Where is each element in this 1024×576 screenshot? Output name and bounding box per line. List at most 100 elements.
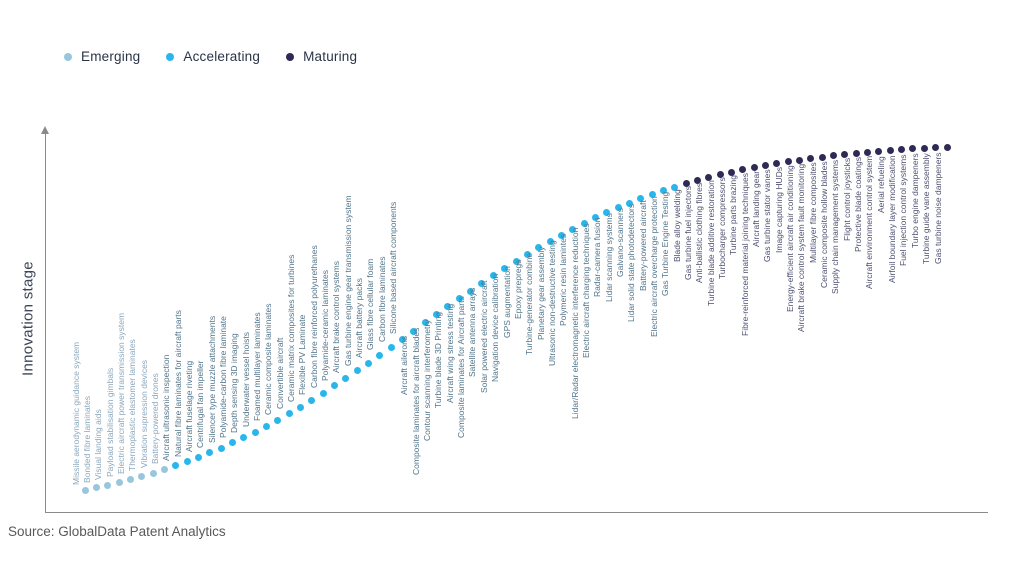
data-point-label: Turbine blade additive restoration [705, 180, 716, 306]
data-point [251, 428, 259, 436]
data-point [376, 351, 384, 359]
data-point-label: Protective blade coatings [853, 157, 864, 253]
legend-label: Maturing [303, 49, 358, 64]
data-point [705, 174, 713, 182]
data-point-label: Planetary gear assembly [535, 246, 546, 341]
data-point-label: Ceramic composite hollow blades [819, 161, 830, 288]
data-point-label: Turbine parts brazing [728, 174, 739, 255]
data-point-label: Polyamide-carbon fibre laminate [217, 316, 228, 438]
data-point-label: Underwater vessel hoists [240, 332, 251, 428]
data-point-label: Satellite antenna arrays [467, 288, 478, 378]
data-point-label: Aircraft fuselage riveting [183, 361, 194, 453]
data-point-label: Composite laminates for aircraft blades [410, 327, 421, 475]
data-point-label: Electric aircraft charging techniques [580, 223, 591, 358]
data-point [909, 145, 917, 153]
data-point [149, 469, 157, 477]
data-point [455, 295, 463, 303]
accelerating-dot-icon [166, 52, 175, 61]
data-point [126, 475, 134, 483]
data-point [739, 166, 747, 174]
legend-item-emerging: Emerging [64, 49, 140, 64]
y-axis [45, 134, 46, 512]
data-point-label: Centrifugal fan impeller [195, 360, 206, 448]
data-point [920, 144, 928, 152]
data-point [693, 177, 701, 185]
data-point [285, 410, 293, 418]
data-point-label: Flexible PV Laminate [297, 314, 308, 396]
data-point [886, 147, 894, 155]
data-point-label: Electric aircraft power transmission sys… [115, 313, 126, 475]
data-point [365, 359, 373, 367]
data-point-label: Lidar solid state photodetectors [626, 203, 637, 322]
data-point [807, 155, 815, 163]
data-point [297, 403, 304, 411]
data-point [228, 439, 236, 447]
data-point-label: Silicone based aircraft components [388, 201, 399, 335]
data-point [784, 158, 792, 166]
data-point-label: Carbon fibre reinforced polyurethanes [308, 245, 319, 389]
data-point [81, 486, 89, 494]
data-point-label: Vibration supression devices [138, 359, 149, 468]
data-point [614, 204, 622, 212]
data-point [399, 335, 407, 343]
data-point [569, 225, 577, 233]
data-point-label: Thermoplastic elastomer laminates [127, 339, 138, 472]
data-point-label: Lidar/Radar electromagnetic interference… [569, 228, 580, 420]
data-point-label: Bonded fibre laminates [81, 395, 92, 483]
data-point-label: Anti-ballistic clothing fibres [694, 182, 705, 283]
data-point-label: Aircraft brake control system fault moni… [796, 163, 807, 332]
data-point-label: Composite laminates for Aircraft parts [456, 296, 467, 439]
data-point-label: Aircraft environment control system [864, 156, 875, 290]
x-axis [45, 512, 988, 513]
data-point-label: Polymeric resin lamintes [558, 233, 569, 327]
data-point [773, 160, 781, 168]
data-point-label: Blade alloy welding [671, 189, 682, 262]
data-point [217, 444, 225, 452]
data-point-label: Gas turbine engine gear transmission sys… [342, 195, 353, 366]
data-point-label: Carbon fibre laminates [376, 256, 387, 343]
data-point-label: Epoxy prepregs [512, 259, 523, 320]
data-point-label: Contour scanning interferometry [422, 319, 433, 441]
data-point-label: Multilayer fibre composites [807, 162, 818, 264]
data-point [625, 199, 633, 207]
data-point [523, 250, 531, 258]
data-point-label: Fuel injection control systems [898, 154, 909, 266]
data-point-label: Missile aerodynamic guidance system [70, 341, 81, 485]
data-point [206, 449, 214, 457]
data-point [682, 180, 690, 188]
data-point [183, 458, 191, 466]
data-point [194, 453, 202, 461]
data-point-label: Aircraft brake control systems [331, 261, 342, 374]
data-point [864, 148, 872, 156]
data-point [421, 319, 429, 327]
legend-label: Emerging [81, 49, 141, 64]
data-point [489, 272, 497, 280]
data-point [274, 416, 282, 424]
data-point [671, 183, 679, 191]
data-point [172, 462, 180, 470]
data-point-label: Flight control joysticks [841, 158, 852, 242]
data-point [818, 153, 826, 161]
data-point-label: Gas turbine noise dampeners [932, 152, 943, 264]
data-point-label: Galvano-scanners [614, 208, 625, 278]
data-point-label: GPS augmentation [501, 266, 512, 339]
data-point-label: Aircraft landing gear [751, 170, 762, 247]
data-point [943, 143, 951, 151]
data-point-label: Aircraft wing stress testing [444, 303, 455, 403]
data-point [331, 382, 339, 390]
data-point-label: Gas turbine fuel injectors [682, 185, 693, 280]
legend: Emerging Accelerating Maturing [64, 49, 357, 64]
legend-item-maturing: Maturing [286, 49, 357, 64]
data-point [898, 146, 906, 154]
data-point [796, 156, 804, 164]
data-point [240, 434, 248, 442]
data-point [637, 195, 645, 203]
data-point [410, 327, 418, 335]
data-point-label: Fibre-reinforced material joining techni… [739, 172, 750, 336]
data-point-label: Battery-powered drones [149, 373, 160, 465]
data-point-label: Navigation device calibration [490, 273, 501, 382]
data-point [512, 257, 520, 265]
data-point-label: Aircraft ailerons [399, 335, 410, 395]
data-point-label: Energy-efficient aircraft air conditioni… [785, 165, 796, 313]
